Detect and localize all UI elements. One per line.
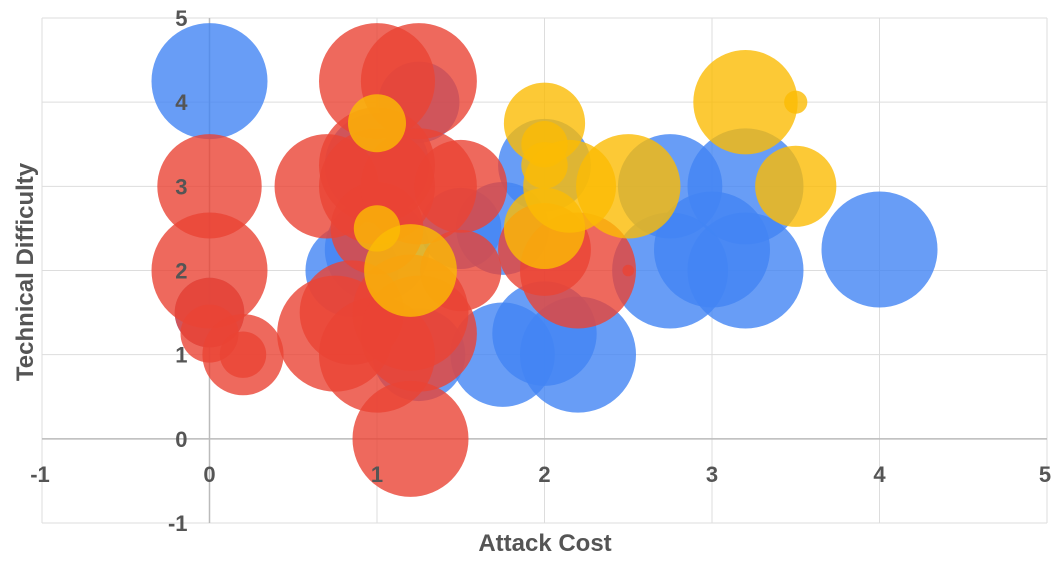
x-axis-title: Attack Cost: [478, 530, 611, 557]
yellow-bubble: [693, 49, 798, 155]
yellow-bubble: [576, 134, 681, 239]
tick-labels: -1 0 1 2 3 4 5 -1 0 1 2 3 4 5: [30, 6, 1051, 536]
x-tick-label: 4: [873, 462, 886, 487]
y-tick-label: 3: [175, 174, 187, 199]
y-tick-label: 1: [175, 343, 187, 368]
red-bubble: [352, 380, 469, 497]
y-tick-label: 5: [175, 6, 187, 31]
yellow-bubble: [364, 224, 457, 317]
yellow-bubble: [348, 94, 406, 153]
x-tick-label: 0: [203, 462, 215, 487]
y-tick-label: 2: [175, 259, 187, 284]
x-tick-label: 3: [706, 462, 718, 487]
red-bubble: [622, 264, 635, 277]
red-bubble: [414, 139, 508, 233]
blue-bubble: [687, 212, 804, 329]
x-tick-label: 1: [371, 462, 383, 487]
blue-bubble: [151, 23, 268, 140]
red-bubble: [157, 134, 262, 239]
bubbles: [151, 23, 938, 497]
x-tick-label: -1: [30, 462, 50, 487]
yellow-bubble: [755, 145, 837, 227]
y-tick-label: 0: [175, 427, 187, 452]
blue-bubble: [520, 296, 636, 413]
x-tick-label: 5: [1039, 462, 1051, 487]
y-tick-label: -1: [168, 511, 188, 536]
x-tick-label: 2: [538, 462, 550, 487]
y-axis-title: Technical Difficulty: [12, 162, 39, 381]
blue-bubble: [821, 191, 938, 308]
y-tick-label: 4: [175, 90, 188, 115]
red-bubble: [219, 331, 267, 378]
yellow-bubble: [784, 90, 808, 114]
